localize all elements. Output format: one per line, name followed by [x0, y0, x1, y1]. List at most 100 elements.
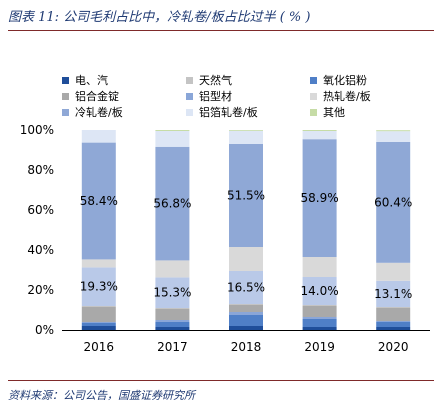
- bar-segment: [229, 130, 263, 144]
- bar-segment: [155, 130, 190, 131]
- bar-segment: [302, 131, 337, 140]
- legend-label: 热轧卷/板: [323, 90, 371, 103]
- bar-segment: [376, 131, 411, 142]
- bar-segment: [376, 322, 411, 327]
- bar-segment: [155, 260, 190, 278]
- legend-item: 冷轧卷/板: [62, 104, 123, 120]
- bar-segment: [81, 322, 116, 323]
- y-tick-label: 60%: [27, 203, 54, 217]
- bar-segment: [302, 306, 337, 317]
- bar-segment: [155, 131, 190, 147]
- y-tick-label: 100%: [20, 123, 54, 137]
- data-label: 14.0%: [301, 284, 339, 298]
- y-tick-label: 80%: [27, 163, 54, 177]
- bar-segment: [155, 322, 190, 327]
- y-tick-label: 40%: [27, 243, 54, 257]
- bar-segment: [302, 277, 337, 305]
- bar-segment: [81, 323, 116, 326]
- legend-item: 氧化铝粉: [310, 72, 367, 88]
- data-label: 16.5%: [227, 281, 265, 295]
- legend-item: 铝型材: [186, 88, 232, 104]
- title-rule: [8, 30, 434, 31]
- bar-segment: [229, 315, 263, 326]
- x-tick-label: 2020: [378, 340, 409, 354]
- legend-label: 其他: [323, 106, 345, 119]
- bar-segment: [376, 280, 411, 307]
- legend-swatch: [186, 92, 193, 100]
- bar-segment: [302, 130, 337, 131]
- bar-segment: [229, 130, 263, 131]
- bar-segment: [376, 327, 411, 330]
- legend-swatch: [62, 108, 69, 116]
- bar-segment: [376, 321, 411, 322]
- bar-segment: [376, 130, 411, 132]
- legend-item: 电、汽: [62, 72, 108, 88]
- legend-label: 铝箔轧卷/板: [199, 106, 258, 119]
- data-label: 56.8%: [153, 197, 191, 211]
- x-tick-label: 2017: [157, 340, 188, 354]
- data-label: 60.4%: [374, 195, 412, 209]
- bar-segment: [302, 257, 337, 277]
- legend-swatch: [310, 92, 317, 100]
- bar-segment: [376, 262, 411, 281]
- data-label: 13.1%: [374, 287, 412, 301]
- legend-label: 氧化铝粉: [323, 74, 367, 87]
- bar-segment: [155, 309, 190, 320]
- legend-swatch: [186, 76, 193, 84]
- data-label: 58.9%: [301, 191, 339, 205]
- bar-segment: [81, 267, 116, 306]
- figure-title: 图表 11: 公司毛利占比中，冷轧卷/板占比过半 ( % ): [8, 10, 311, 25]
- legend-swatch: [186, 108, 193, 116]
- bar-segment: [81, 142, 116, 260]
- data-label: 19.3%: [80, 280, 118, 294]
- legend-swatch: [310, 76, 317, 84]
- y-tick-label: 0%: [35, 323, 54, 337]
- legend-label: 铝合金锭: [75, 90, 119, 103]
- legend-label: 铝型材: [199, 90, 232, 103]
- bar-segment: [81, 306, 116, 307]
- bar-segment: [302, 139, 337, 257]
- bar-segment: [229, 305, 263, 312]
- bar-segment: [376, 308, 411, 321]
- legend-swatch: [310, 108, 317, 116]
- bar-segment: [229, 271, 263, 304]
- bar-segment: [155, 308, 190, 309]
- bar-segment: [81, 307, 116, 322]
- legend-label: 电、汽: [75, 74, 108, 87]
- x-tick-label: 2018: [231, 340, 262, 354]
- bar-segment: [229, 304, 263, 305]
- legend-item: 铝箔轧卷/板: [186, 104, 258, 120]
- data-label: 15.3%: [153, 286, 191, 300]
- bar-segment: [155, 320, 190, 322]
- bar-segment: [81, 130, 116, 143]
- bar-segment: [229, 312, 263, 315]
- x-tick-label: 2019: [304, 340, 335, 354]
- bar-segment: [376, 142, 411, 263]
- legend-label: 冷轧卷/板: [75, 106, 123, 119]
- data-label: 58.4%: [80, 194, 118, 208]
- legend-swatch: [62, 76, 69, 84]
- bar-segment: [376, 307, 411, 308]
- legend-item: 天然气: [186, 72, 232, 88]
- bar-segment: [81, 326, 116, 330]
- bar-segment: [302, 317, 337, 319]
- legend-swatch: [62, 92, 69, 100]
- bar-segment: [302, 319, 337, 327]
- bar-segment: [155, 146, 190, 261]
- legend-item: 铝合金锭: [62, 88, 119, 104]
- bar-segment: [302, 305, 337, 306]
- bar-segment: [81, 259, 116, 268]
- legend-label: 天然气: [199, 74, 232, 87]
- figure-source: 资料来源：公司公告，国盛证券研究所: [8, 389, 195, 402]
- data-label: 51.5%: [227, 189, 265, 203]
- legend-item: 其他: [310, 104, 345, 120]
- y-tick-label: 20%: [27, 283, 54, 297]
- bar-segment: [229, 247, 263, 271]
- x-tick-label: 2016: [84, 340, 115, 354]
- bar-segment: [155, 277, 190, 308]
- source-rule: [8, 380, 434, 381]
- bar-segment: [229, 144, 263, 247]
- bar-segment: [229, 326, 263, 330]
- legend-item: 热轧卷/板: [310, 88, 371, 104]
